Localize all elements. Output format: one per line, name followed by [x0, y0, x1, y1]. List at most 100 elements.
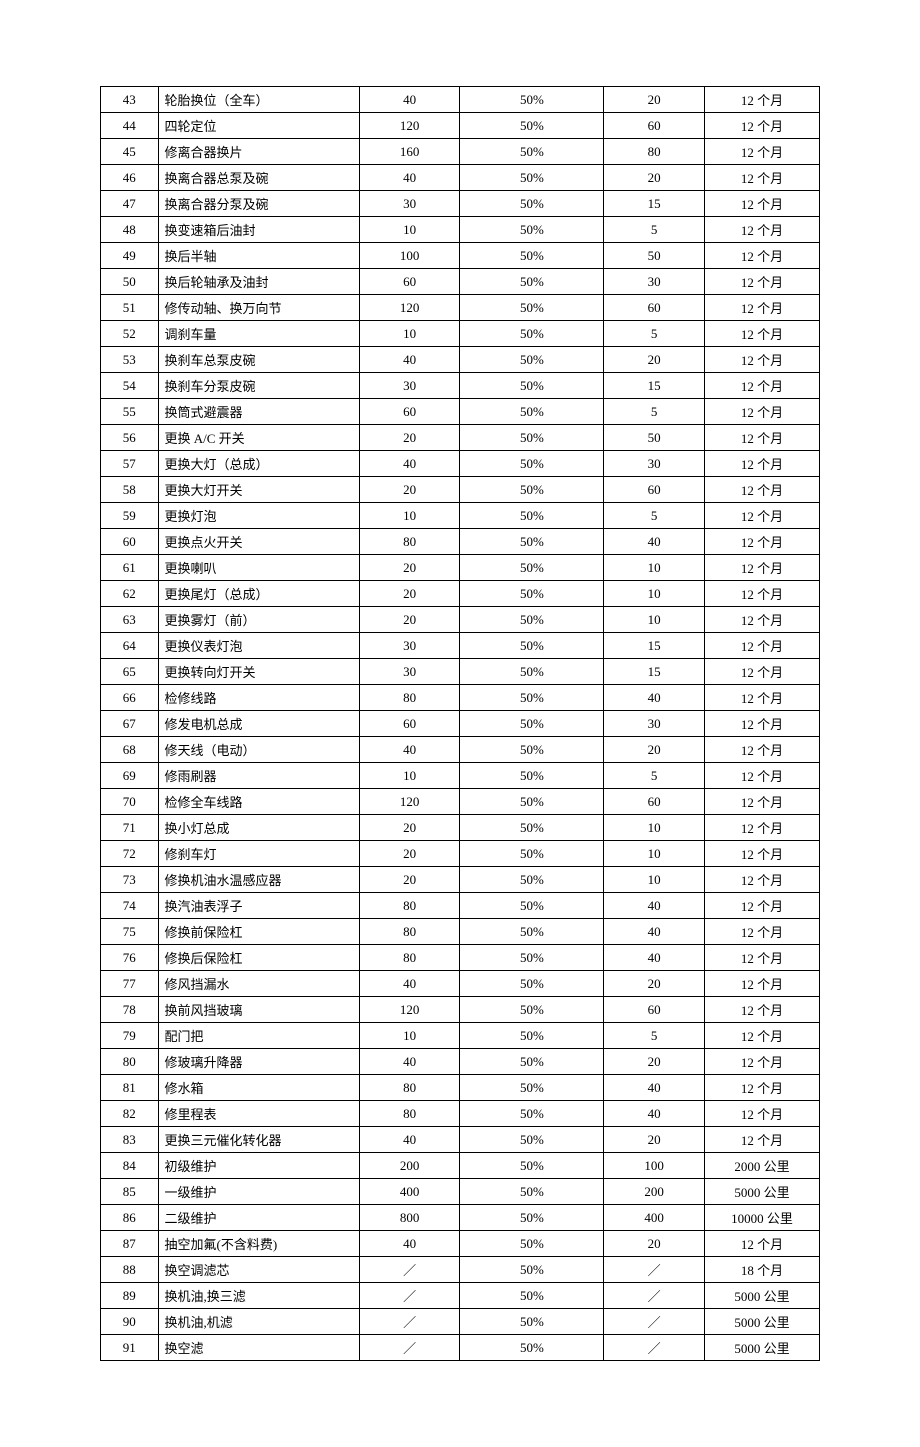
- cell-price: 30: [359, 659, 460, 685]
- cell-index: 58: [101, 477, 159, 503]
- cell-price: 120: [359, 997, 460, 1023]
- cell-name: 更换仪表灯泡: [158, 633, 359, 659]
- cell-name: 换汽油表浮子: [158, 893, 359, 919]
- cell-index: 86: [101, 1205, 159, 1231]
- cell-price: 60: [359, 711, 460, 737]
- cell-final: 20: [604, 1049, 705, 1075]
- cell-index: 80: [101, 1049, 159, 1075]
- cell-period: 5000 公里: [704, 1283, 819, 1309]
- cell-price: 80: [359, 919, 460, 945]
- cell-period: 12 个月: [704, 139, 819, 165]
- table-row: 67修发电机总成6050%3012 个月: [101, 711, 820, 737]
- table-row: 59更换灯泡1050%512 个月: [101, 503, 820, 529]
- cell-price: 80: [359, 1101, 460, 1127]
- cell-discount: 50%: [460, 191, 604, 217]
- table-row: 48换变速箱后油封1050%512 个月: [101, 217, 820, 243]
- cell-discount: 50%: [460, 1153, 604, 1179]
- table-row: 76修换后保险杠8050%4012 个月: [101, 945, 820, 971]
- cell-price: 10: [359, 321, 460, 347]
- cell-discount: 50%: [460, 1231, 604, 1257]
- cell-discount: 50%: [460, 87, 604, 113]
- cell-final: 10: [604, 607, 705, 633]
- cell-discount: 50%: [460, 165, 604, 191]
- cell-name: 换后轮轴承及油封: [158, 269, 359, 295]
- cell-index: 75: [101, 919, 159, 945]
- table-row: 51修传动轴、换万向节12050%6012 个月: [101, 295, 820, 321]
- cell-name: 四轮定位: [158, 113, 359, 139]
- cell-price: 20: [359, 477, 460, 503]
- cell-index: 82: [101, 1101, 159, 1127]
- cell-final: 50: [604, 243, 705, 269]
- cell-final: 30: [604, 269, 705, 295]
- cell-name: 修传动轴、换万向节: [158, 295, 359, 321]
- cell-final: 15: [604, 633, 705, 659]
- cell-discount: 50%: [460, 451, 604, 477]
- cell-final: 5: [604, 321, 705, 347]
- cell-discount: 50%: [460, 425, 604, 451]
- cell-name: 换筒式避震器: [158, 399, 359, 425]
- table-row: 60更换点火开关8050%4012 个月: [101, 529, 820, 555]
- cell-period: 12 个月: [704, 945, 819, 971]
- cell-period: 12 个月: [704, 659, 819, 685]
- cell-period: 12 个月: [704, 425, 819, 451]
- table-row: 90换机油,机滤／50%／5000 公里: [101, 1309, 820, 1335]
- cell-name: 修换后保险杠: [158, 945, 359, 971]
- cell-price: 80: [359, 893, 460, 919]
- cell-final: 60: [604, 997, 705, 1023]
- cell-final: 5: [604, 503, 705, 529]
- cell-index: 77: [101, 971, 159, 997]
- table-row: 58更换大灯开关2050%6012 个月: [101, 477, 820, 503]
- cell-period: 12 个月: [704, 373, 819, 399]
- cell-price: 200: [359, 1153, 460, 1179]
- table-row: 78换前风挡玻璃12050%6012 个月: [101, 997, 820, 1023]
- cell-final: 50: [604, 425, 705, 451]
- cell-final: 10: [604, 815, 705, 841]
- cell-name: 二级维护: [158, 1205, 359, 1231]
- cell-period: 12 个月: [704, 529, 819, 555]
- cell-name: 检修全车线路: [158, 789, 359, 815]
- cell-period: 12 个月: [704, 867, 819, 893]
- cell-price: 10: [359, 217, 460, 243]
- cell-final: 60: [604, 113, 705, 139]
- cell-period: 12 个月: [704, 1101, 819, 1127]
- cell-price: ／: [359, 1309, 460, 1335]
- cell-period: 12 个月: [704, 841, 819, 867]
- cell-name: 一级维护: [158, 1179, 359, 1205]
- cell-period: 12 个月: [704, 737, 819, 763]
- cell-price: 40: [359, 971, 460, 997]
- table-row: 69修雨刷器1050%512 个月: [101, 763, 820, 789]
- cell-discount: 50%: [460, 997, 604, 1023]
- table-row: 82修里程表8050%4012 个月: [101, 1101, 820, 1127]
- table-row: 57更换大灯（总成）4050%3012 个月: [101, 451, 820, 477]
- cell-price: 120: [359, 113, 460, 139]
- cell-discount: 50%: [460, 217, 604, 243]
- table-row: 71换小灯总成2050%1012 个月: [101, 815, 820, 841]
- cell-index: 81: [101, 1075, 159, 1101]
- cell-name: 更换雾灯（前）: [158, 607, 359, 633]
- cell-period: 12 个月: [704, 347, 819, 373]
- cell-index: 46: [101, 165, 159, 191]
- cell-price: 80: [359, 945, 460, 971]
- cell-index: 78: [101, 997, 159, 1023]
- cell-final: 40: [604, 685, 705, 711]
- cell-index: 72: [101, 841, 159, 867]
- cell-name: 更换灯泡: [158, 503, 359, 529]
- cell-discount: 50%: [460, 555, 604, 581]
- cell-price: 20: [359, 841, 460, 867]
- cell-period: 12 个月: [704, 191, 819, 217]
- cell-index: 68: [101, 737, 159, 763]
- cell-price: 120: [359, 295, 460, 321]
- cell-final: 5: [604, 399, 705, 425]
- cell-period: 12 个月: [704, 165, 819, 191]
- cell-index: 57: [101, 451, 159, 477]
- cell-period: 12 个月: [704, 87, 819, 113]
- cell-final: 20: [604, 165, 705, 191]
- cell-price: 800: [359, 1205, 460, 1231]
- table-row: 77修风挡漏水4050%2012 个月: [101, 971, 820, 997]
- cell-name: 换刹车分泵皮碗: [158, 373, 359, 399]
- cell-final: 5: [604, 763, 705, 789]
- table-row: 87抽空加氟(不含料费)4050%2012 个月: [101, 1231, 820, 1257]
- cell-final: 20: [604, 737, 705, 763]
- cell-price: 100: [359, 243, 460, 269]
- cell-period: 10000 公里: [704, 1205, 819, 1231]
